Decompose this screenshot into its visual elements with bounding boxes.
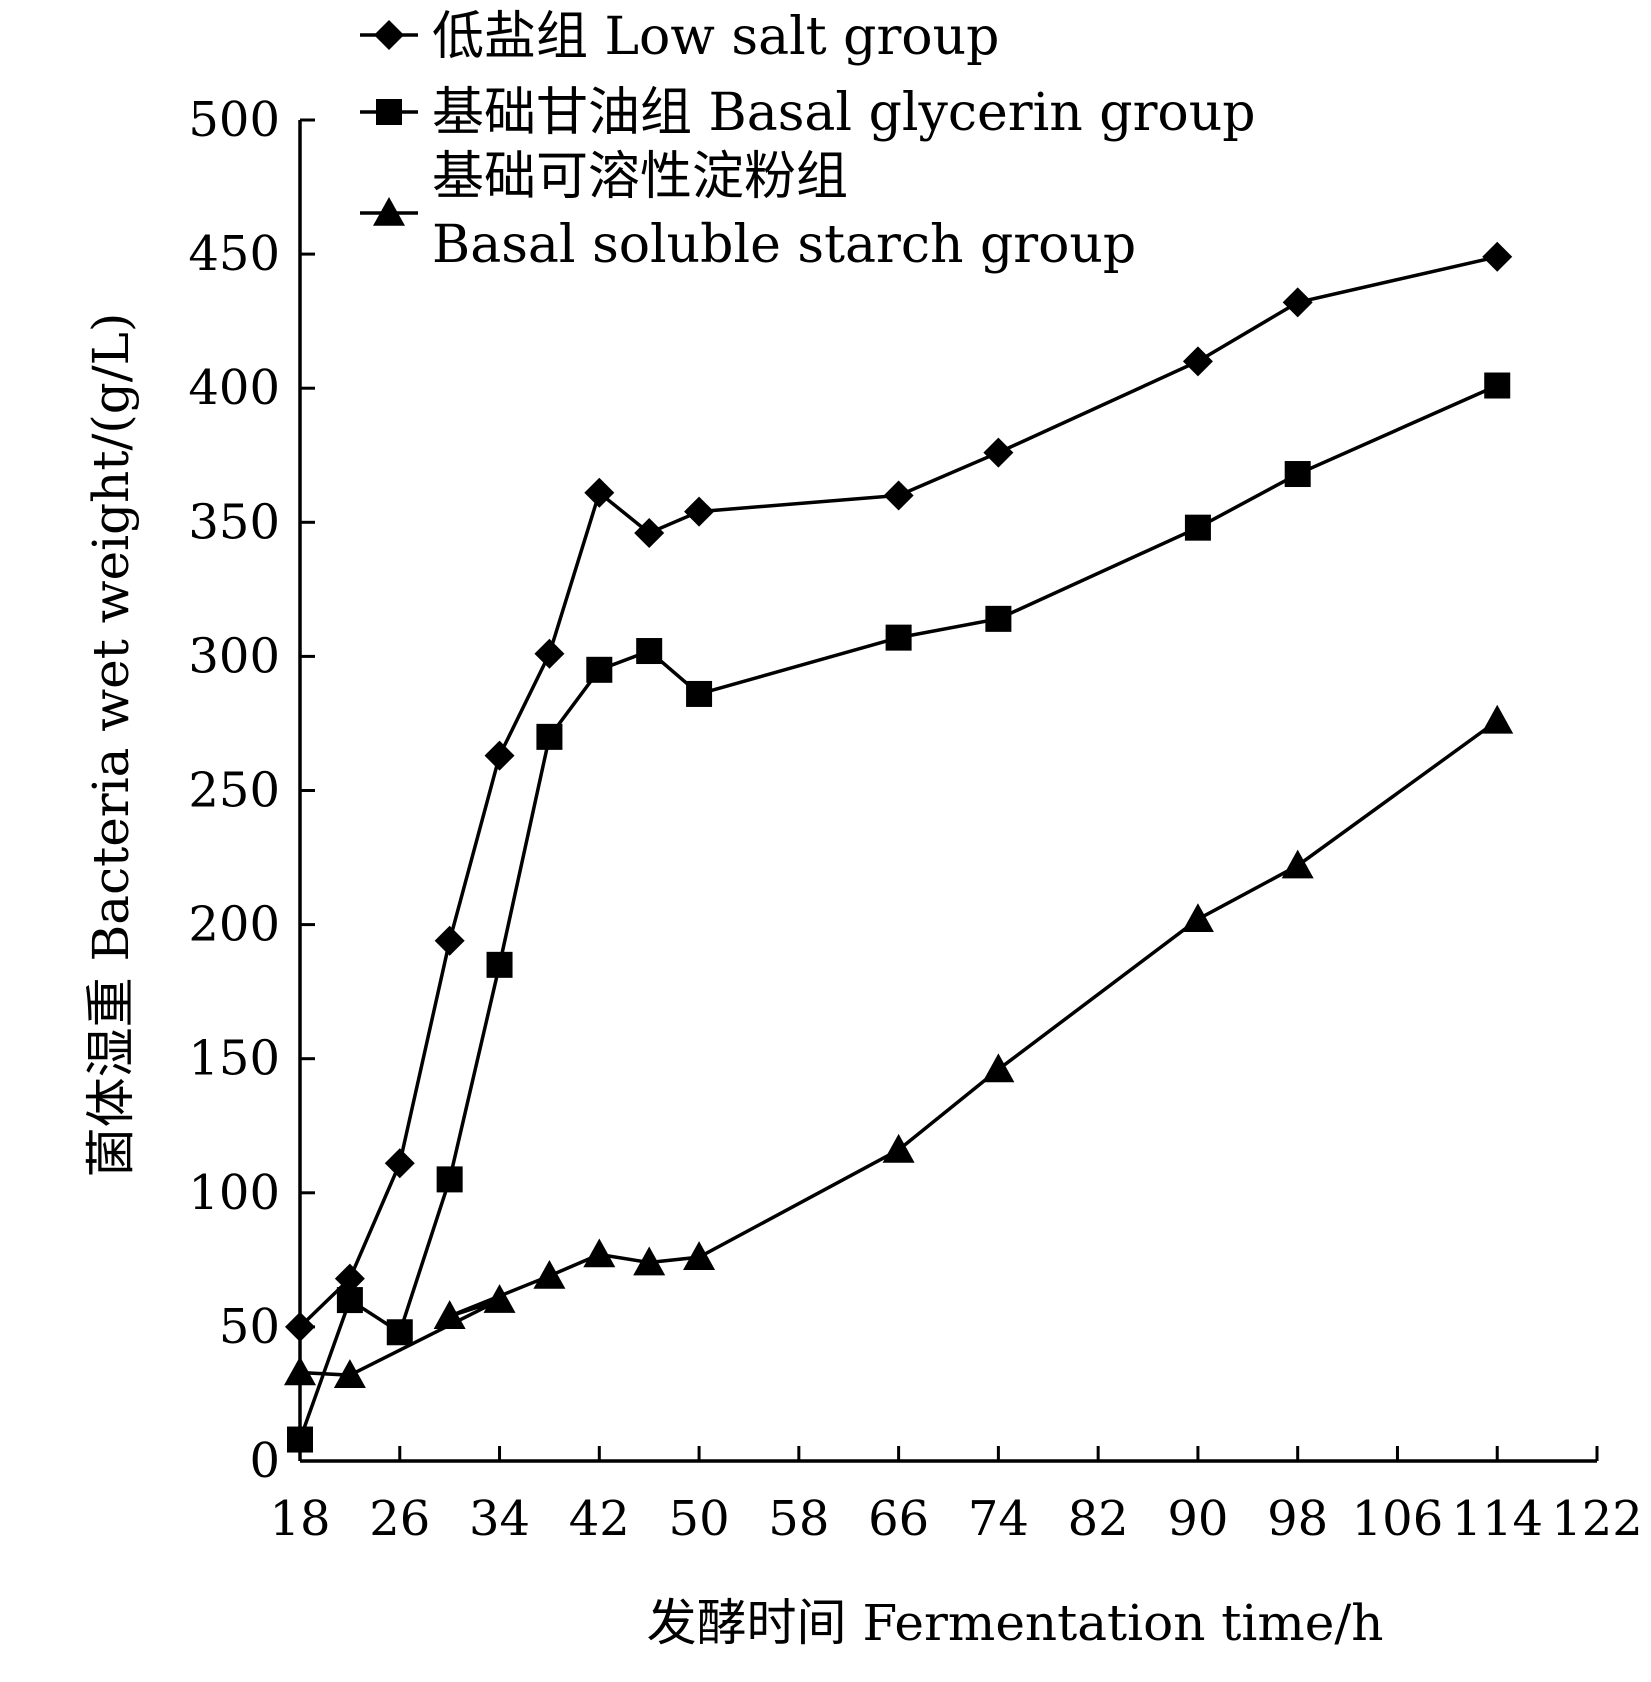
x-tick-label: 58	[768, 1491, 829, 1547]
data-point	[1482, 241, 1513, 272]
data-point	[634, 518, 665, 549]
y-tick-label: 500	[188, 92, 280, 148]
legend-label: 基础甘油组 Basal glycerin group	[432, 83, 1256, 143]
data-point	[1481, 704, 1514, 734]
x-tick-label: 18	[269, 1491, 330, 1547]
data-point	[982, 1053, 1015, 1083]
y-tick-label: 100	[188, 1165, 280, 1221]
legend-item: 基础可溶性淀粉组 Basal soluble starch group	[360, 147, 1136, 275]
x-tick-label: 90	[1167, 1491, 1228, 1547]
series-layer	[284, 241, 1514, 1453]
data-point	[434, 925, 465, 956]
data-point	[636, 638, 663, 665]
y-tick-label: 50	[219, 1299, 280, 1355]
data-point	[433, 1300, 466, 1329]
legend-label: 低盐组 Low salt group	[432, 7, 999, 67]
data-point	[534, 638, 565, 669]
data-point	[333, 1359, 366, 1388]
y-tick-label: 0	[249, 1433, 280, 1489]
data-point	[334, 1263, 365, 1294]
y-axis-title: 菌体湿重 Bacteria wet weight/(g/L)	[82, 313, 140, 1178]
legend-marker	[376, 99, 402, 125]
x-tick-label: 122	[1551, 1491, 1643, 1547]
axes: 0 50 100 150 200 250 300 350 400 450 500 18 26 34 42 50…	[188, 92, 1642, 1547]
y-tick-label: 250	[188, 763, 280, 819]
data-point	[586, 656, 613, 683]
y-tick-label: 200	[188, 897, 280, 953]
x-tick-label: 66	[868, 1491, 929, 1547]
x-tick-label: 82	[1068, 1491, 1129, 1547]
legend-marker	[373, 197, 405, 226]
data-point	[686, 680, 713, 707]
x-tick-label: 26	[369, 1491, 430, 1547]
data-point	[1284, 461, 1311, 488]
data-point	[1182, 346, 1213, 377]
y-tick-label: 350	[188, 494, 280, 550]
x-tick-label: 42	[569, 1491, 630, 1547]
data-point	[1282, 287, 1313, 318]
data-point	[882, 1133, 915, 1163]
series-triangle	[284, 704, 1514, 1388]
x-tick-label: 74	[968, 1491, 1029, 1547]
x-tick-label: 98	[1267, 1491, 1328, 1547]
data-point	[536, 723, 563, 750]
data-point	[985, 605, 1012, 632]
x-tick-label: 114	[1451, 1491, 1543, 1547]
x-axis-title: 发酵时间 Fermentation time/h	[647, 1594, 1384, 1652]
data-point	[386, 1319, 413, 1346]
x-tick-label: 106	[1352, 1491, 1444, 1547]
data-point	[885, 624, 912, 651]
data-point	[1484, 372, 1511, 399]
data-point	[1281, 849, 1314, 879]
x-tick-label: 50	[669, 1491, 730, 1547]
y-tick-label: 150	[188, 1031, 280, 1087]
data-point	[683, 1241, 716, 1270]
data-point	[583, 1238, 616, 1268]
data-point	[1184, 514, 1211, 541]
data-point	[483, 1284, 516, 1313]
y-tick-label: 400	[188, 360, 280, 416]
series-diamond	[285, 241, 1513, 1342]
legend-label-line2: Basal soluble starch group	[432, 215, 1136, 275]
y-tick-label: 300	[188, 628, 280, 684]
data-point	[384, 1148, 415, 1179]
series-line	[298, 383, 1498, 1441]
legend-marker	[374, 20, 404, 50]
legend-label: 基础可溶性淀粉组	[432, 147, 848, 207]
data-point	[336, 1287, 363, 1314]
data-point	[584, 477, 615, 508]
y-tick-label: 450	[188, 226, 280, 282]
data-point	[287, 1426, 313, 1453]
data-point	[486, 951, 513, 978]
legend-item: 低盐组 Low salt group	[360, 7, 999, 67]
data-point	[983, 437, 1014, 468]
data-point	[883, 480, 914, 511]
series-square	[287, 372, 1511, 1453]
data-point	[533, 1259, 566, 1289]
legend: 低盐组 Low salt group 基础甘油组 Basal glycerin g…	[360, 7, 1256, 275]
data-point	[633, 1246, 666, 1276]
series-line	[298, 255, 1498, 1329]
data-point	[484, 740, 515, 771]
data-point	[1181, 903, 1214, 933]
data-point	[284, 1356, 316, 1386]
data-point	[436, 1166, 463, 1193]
legend-item: 基础甘油组 Basal glycerin group	[360, 83, 1256, 143]
data-point	[684, 496, 715, 527]
x-tick-label: 34	[469, 1491, 530, 1547]
data-point	[285, 1311, 315, 1342]
